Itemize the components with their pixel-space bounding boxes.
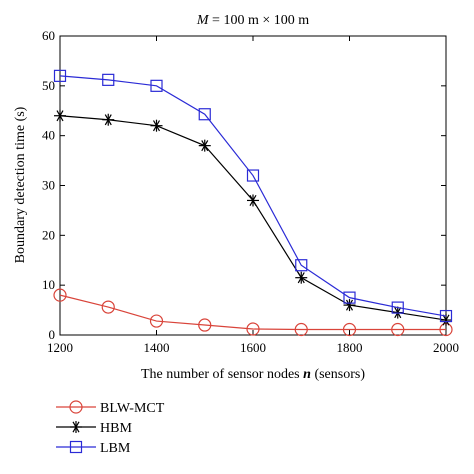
- data-point-lbm: [102, 73, 115, 86]
- x-axis-label-var: n: [303, 367, 311, 382]
- data-point-hbm: [440, 314, 452, 327]
- data-point-lbm: [150, 79, 163, 92]
- x-axis: 1200 1400 1600 1800 2000: [47, 36, 459, 355]
- y-tick-label: 30: [42, 178, 55, 193]
- x-tick-label: 1800: [337, 340, 363, 355]
- data-point-lbm: [439, 309, 453, 323]
- series-line-blw-mct: [59, 294, 446, 331]
- chart-title: M = 100 m × 100 m: [196, 13, 309, 28]
- x-axis-label-unit: (sensors): [311, 367, 365, 382]
- data-point-hbm: [247, 194, 259, 207]
- x-axis-label: The number of sensor nodes n (sensors): [141, 367, 365, 382]
- data-point-lbm: [391, 301, 404, 314]
- y-tick-label: 20: [42, 227, 55, 242]
- data-point-blw-mct: [342, 322, 357, 337]
- data-point-lbm: [295, 259, 308, 272]
- data-point-hbm: [295, 271, 308, 284]
- legend-label: HBM: [100, 421, 132, 436]
- data-point-blw-mct: [391, 322, 405, 337]
- y-tick-label: 40: [42, 128, 55, 143]
- data-point-blw-mct: [53, 288, 67, 302]
- legend-entry-blw-mct: BLW-MCT: [56, 400, 165, 416]
- data-point-blw-mct: [246, 322, 260, 336]
- chart-title-rest: = 100 m × 100 m: [209, 13, 310, 28]
- data-point-hbm: [102, 113, 115, 126]
- y-tick-label: 60: [42, 28, 55, 43]
- x-tick-label: 1600: [240, 340, 266, 355]
- data-point-hbm: [150, 119, 163, 132]
- data-point-lbm: [53, 69, 67, 82]
- data-point-hbm: [198, 139, 211, 152]
- chart-title-var: M: [196, 13, 210, 28]
- series-line-lbm: [59, 75, 447, 317]
- y-axis: 0 10 20 30 40 50 60: [42, 28, 446, 342]
- legend-entry-hbm: HBM: [56, 421, 132, 436]
- data-point-lbm: [246, 169, 260, 182]
- y-axis-label: Boundary detection time (s): [13, 106, 28, 263]
- series-lbm: [53, 69, 453, 323]
- series-hbm: [54, 109, 452, 327]
- legend-marker: [70, 421, 82, 433]
- data-point-hbm: [54, 109, 66, 122]
- y-tick-label: 50: [42, 78, 55, 93]
- series-layer: [53, 69, 453, 337]
- data-point-lbm: [343, 291, 356, 304]
- legend-entry-lbm: LBM: [56, 440, 131, 456]
- data-point-blw-mct: [101, 300, 115, 314]
- series-blw-mct: [53, 288, 453, 337]
- data-point-hbm: [343, 299, 356, 312]
- x-tick-label: 1400: [144, 340, 170, 355]
- data-point-blw-mct: [294, 322, 308, 337]
- y-tick-label: 0: [49, 327, 56, 342]
- data-point-blw-mct: [198, 318, 212, 332]
- legend-label: BLW-MCT: [100, 401, 165, 416]
- legend-marker: [69, 400, 83, 414]
- data-point-blw-mct: [149, 314, 164, 328]
- legend-marker: [69, 440, 83, 454]
- legend: BLW-MCT HBM LBM: [56, 400, 165, 456]
- y-tick-label: 10: [42, 277, 55, 292]
- x-tick-label: 1200: [47, 340, 73, 355]
- series-line-hbm: [59, 115, 447, 321]
- legend-label: LBM: [100, 441, 131, 456]
- data-point-lbm: [198, 108, 211, 121]
- x-axis-label-text: The number of sensor nodes: [141, 367, 303, 382]
- x-tick-label: 2000: [433, 340, 459, 355]
